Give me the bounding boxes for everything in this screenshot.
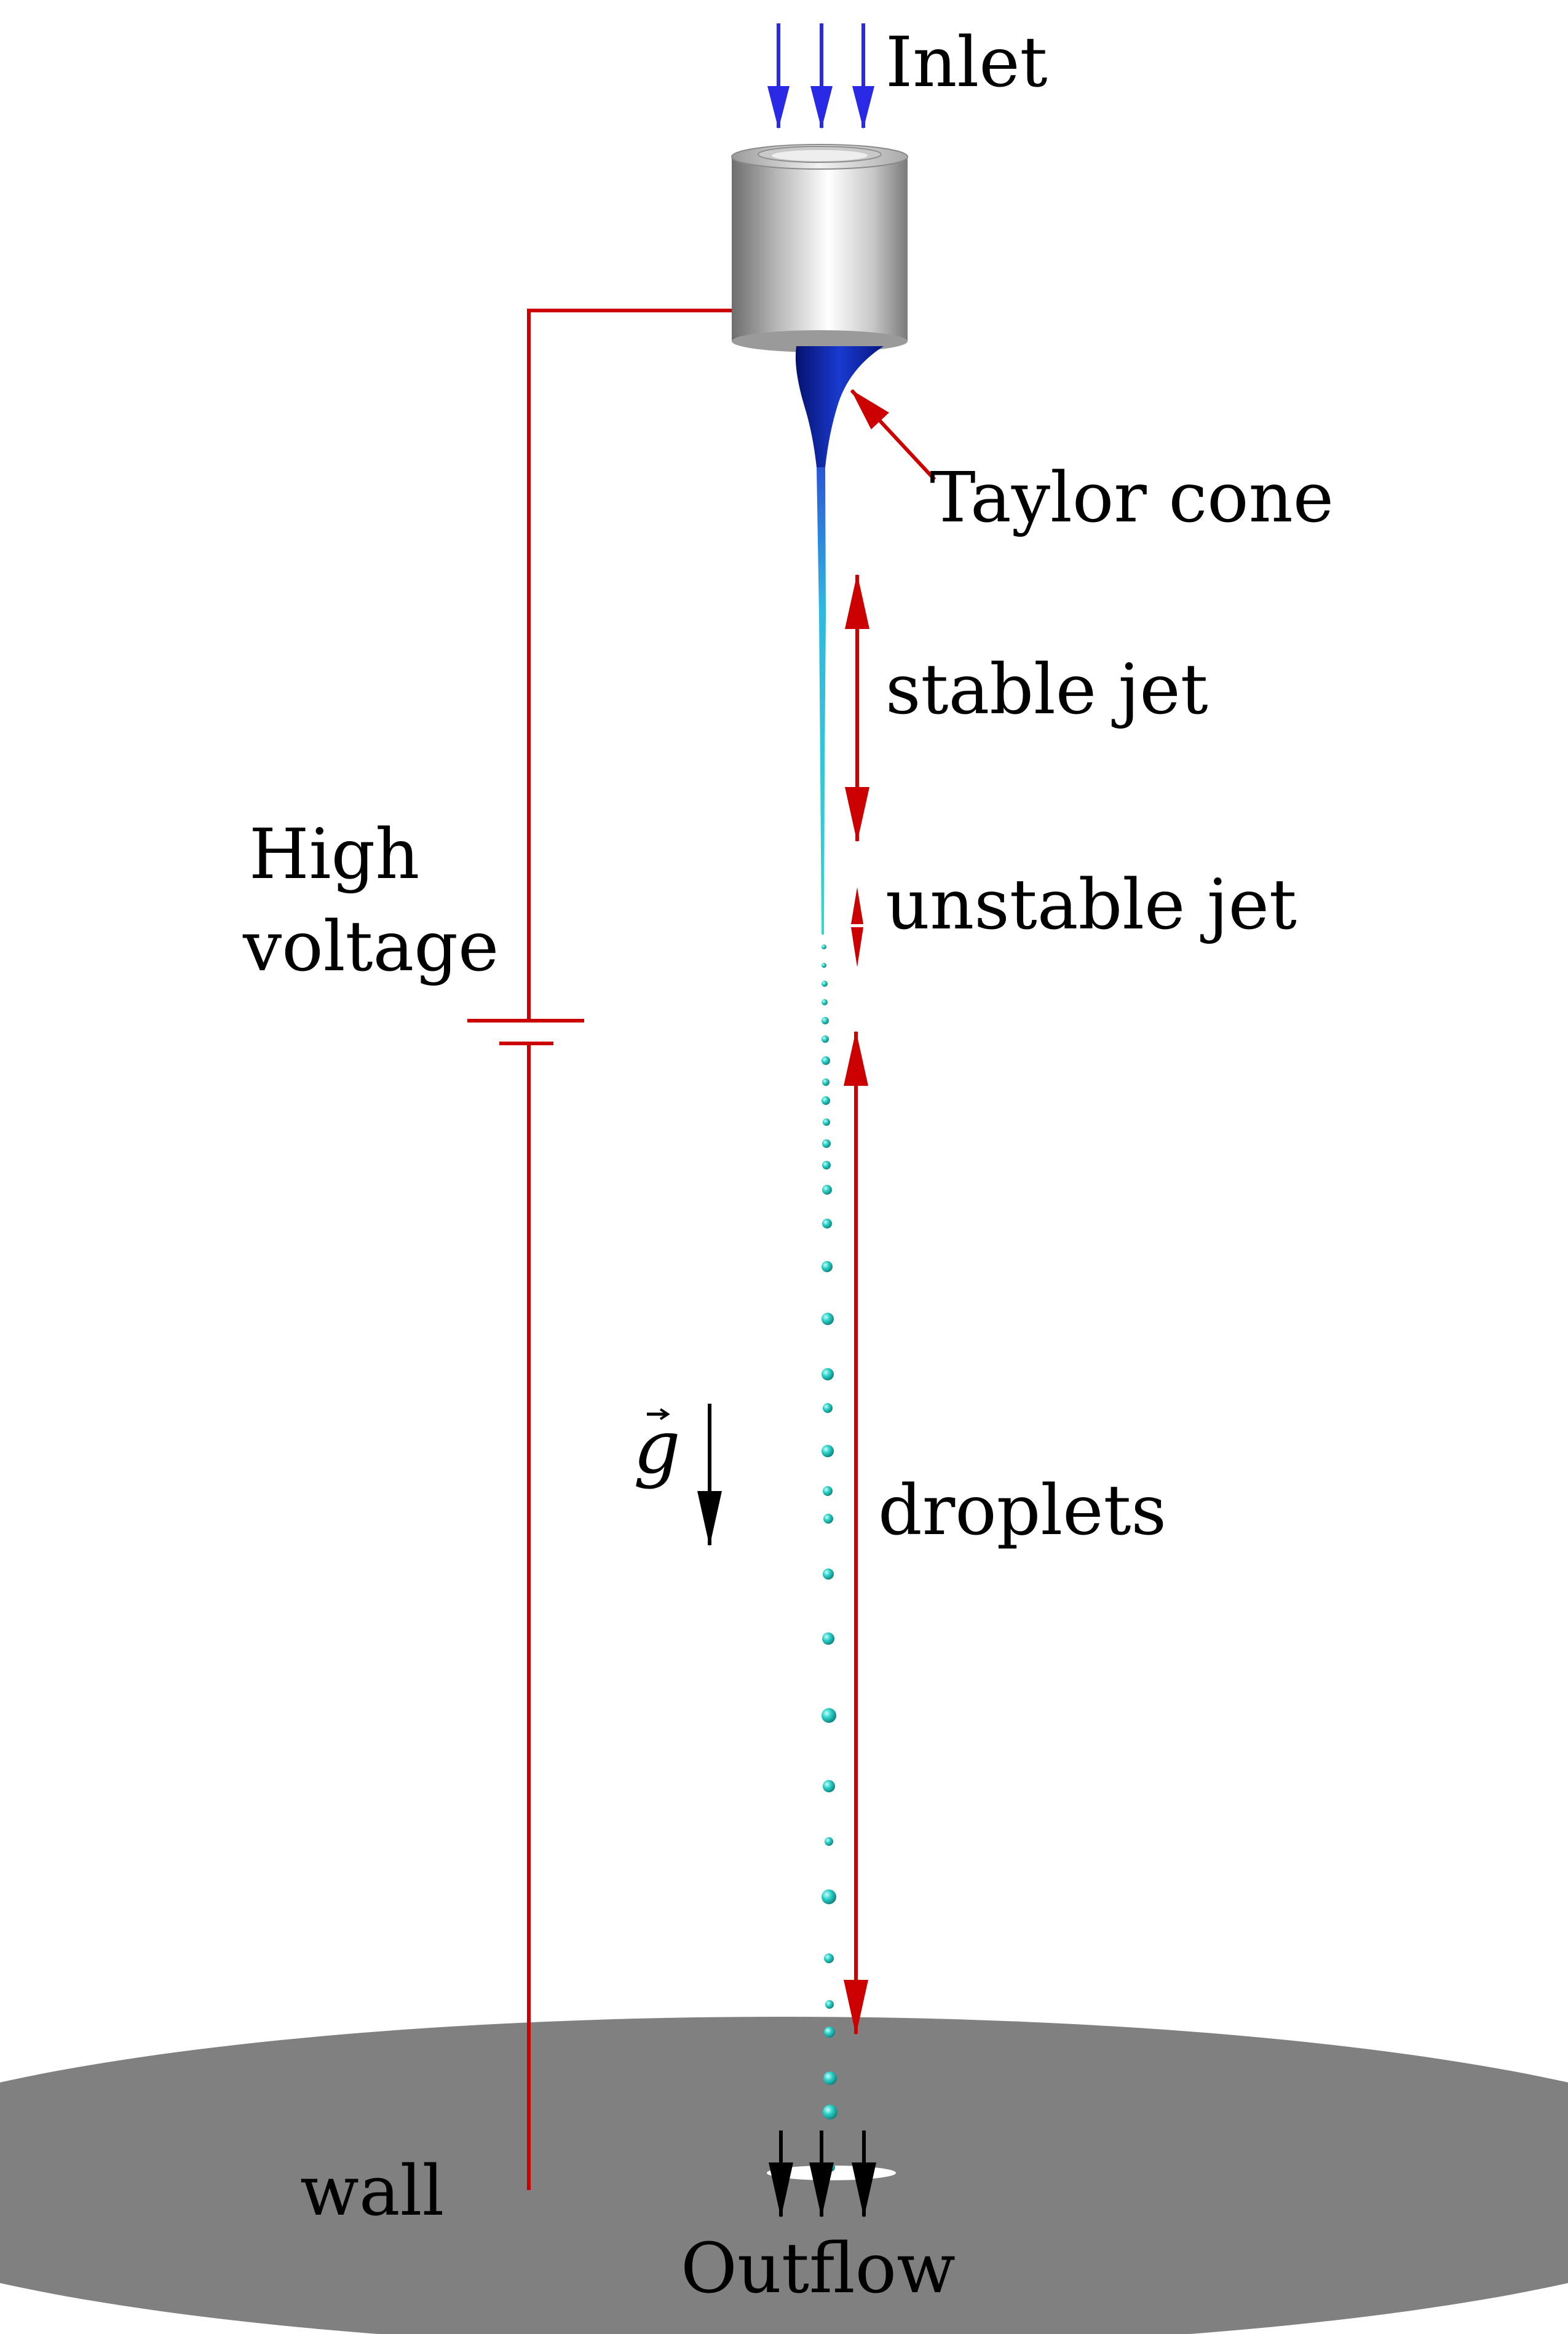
droplet-30 xyxy=(824,2027,835,2038)
droplet-2 xyxy=(822,963,826,968)
high-voltage-label-line1: High xyxy=(249,815,419,895)
droplet-20 xyxy=(823,1486,833,1496)
droplet-9 xyxy=(822,1096,830,1105)
inlet-label: Inlet xyxy=(885,23,1047,103)
nozzle xyxy=(731,144,908,352)
taylor-cone-pointer xyxy=(850,389,936,481)
droplet-10 xyxy=(823,1118,830,1126)
unstable-jet-label: unstable jet xyxy=(885,865,1297,945)
inlet-arrows xyxy=(767,23,874,129)
gravity-label: g xyxy=(633,1405,681,1490)
stable-jet-label: stable jet xyxy=(885,650,1208,730)
droplet-1 xyxy=(822,944,826,949)
droplet-7 xyxy=(822,1056,830,1065)
droplet-26 xyxy=(825,1837,833,1846)
droplet-32 xyxy=(823,2105,837,2119)
droplet-15 xyxy=(822,1261,833,1272)
droplet-25 xyxy=(823,1780,835,1792)
droplet-14 xyxy=(822,1219,832,1228)
droplet-22 xyxy=(823,1569,834,1580)
droplet-23 xyxy=(822,1632,834,1645)
gravity-vector-tip xyxy=(659,1408,670,1420)
droplet-31 xyxy=(823,2071,837,2085)
outflow-label: Outflow xyxy=(681,2229,956,2309)
stable-jet xyxy=(817,467,826,935)
high-voltage-label-line2: voltage xyxy=(242,907,499,987)
droplet-29 xyxy=(825,2000,834,2009)
wall-label: wall xyxy=(300,2151,444,2231)
outflow-arrows xyxy=(769,2130,876,2218)
droplet-8 xyxy=(822,1078,830,1086)
droplet-17 xyxy=(822,1368,834,1380)
droplet-24 xyxy=(822,1708,836,1723)
droplet-4 xyxy=(822,999,828,1005)
droplet-3 xyxy=(822,981,828,987)
droplet-19 xyxy=(822,1445,834,1457)
voltage-circuit xyxy=(467,309,732,2190)
droplet-27 xyxy=(822,1889,836,1904)
droplet-5 xyxy=(822,1017,829,1024)
droplet-16 xyxy=(822,1313,834,1325)
droplet-13 xyxy=(822,1185,832,1195)
droplet-6 xyxy=(822,1035,829,1043)
droplets-label: droplets xyxy=(878,1471,1166,1551)
droplet-11 xyxy=(822,1139,831,1148)
droplet-18 xyxy=(823,1403,833,1413)
unstable-jet-arrow xyxy=(851,887,863,967)
droplets-group xyxy=(822,944,837,2172)
droplet-21 xyxy=(823,1514,833,1524)
taylor-cone xyxy=(795,346,884,467)
droplet-33 xyxy=(826,2163,835,2172)
taylor-cone-label: Taylor cone xyxy=(930,458,1334,538)
droplet-12 xyxy=(822,1161,831,1169)
droplet-28 xyxy=(824,1953,834,1963)
